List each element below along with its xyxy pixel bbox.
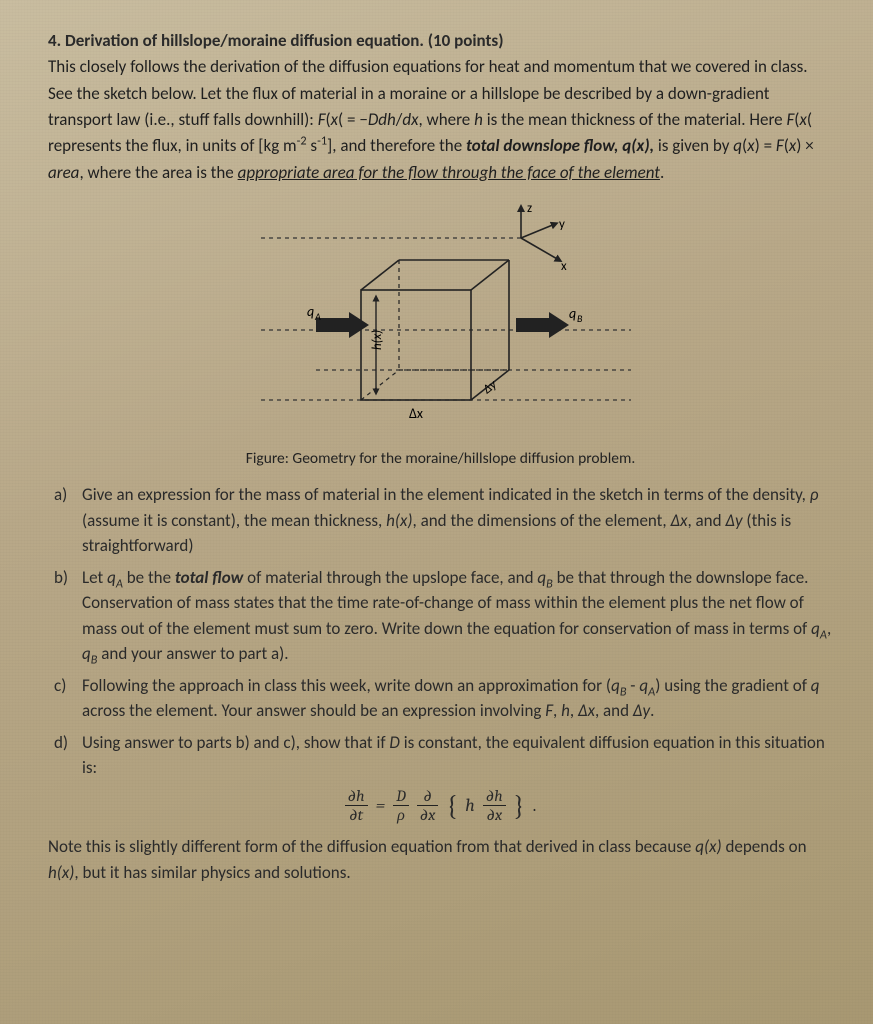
eq-period: . — [533, 795, 537, 816]
problem-number: 4. — [48, 30, 61, 51]
moraine-diagram: z y x — [221, 200, 661, 440]
svg-text:q: q — [569, 305, 576, 322]
eq-partial: ∂ — [420, 788, 435, 805]
part-a: a) Give an expression for the mass of ma… — [48, 482, 833, 559]
parts-list: a) Give an expression for the mass of ma… — [48, 482, 833, 781]
part-c-label: c) — [54, 673, 66, 699]
part-d-label: d) — [54, 730, 68, 756]
qB-arrow: q B — [516, 305, 583, 338]
axis-y-label: y — [559, 217, 565, 232]
eq-Doverrho: D ρ — [393, 788, 409, 825]
part-a-label: a) — [54, 482, 67, 508]
part-d: d) Using answer to parts b) and c), show… — [48, 730, 833, 781]
brace-left: { — [446, 792, 457, 820]
eq-lhs-num: ∂h — [345, 788, 368, 805]
part-b-label: b) — [54, 565, 68, 591]
axis-z-label: z — [527, 201, 532, 216]
diffusion-equation: ∂h ∂t = D ρ ∂ ∂x { h ∂h — [48, 787, 833, 825]
problem-heading: 4. Derivation of hillslope/moraine diffu… — [48, 28, 833, 54]
figure-container: z y x — [48, 200, 833, 468]
hx-label: h(x) — [370, 330, 385, 350]
eq-inner-h: h — [465, 795, 475, 816]
eq-lhs-den: ∂t — [346, 807, 366, 824]
figure-caption: Figure: Geometry for the moraine/hillslo… — [48, 449, 833, 468]
closing-note: Note this is slightly different form of … — [48, 834, 833, 885]
eq-inner-num: ∂h — [483, 788, 506, 805]
dx-label: Δx — [409, 405, 423, 422]
eq-equals: = — [376, 795, 386, 816]
qA-arrow: q A — [307, 303, 369, 338]
part-c: c) Following the approach in class this … — [48, 673, 833, 724]
eq-inner-den: ∂x — [483, 807, 505, 824]
problem-title: Derivation of hillslope/moraine diffusio… — [65, 30, 503, 51]
eq-lhs: ∂h ∂t — [345, 788, 368, 825]
intro-paragraph: This closely follows the derivation of t… — [48, 54, 833, 186]
eq-partialx: ∂x — [417, 807, 439, 824]
eq-rho: ρ — [394, 807, 408, 824]
eq-D: D — [393, 788, 409, 805]
brace-right: } — [514, 792, 525, 820]
eq-ddx: ∂ ∂x — [417, 788, 439, 825]
eq-inner-frac: ∂h ∂x — [483, 788, 506, 825]
svg-text:A: A — [314, 310, 321, 323]
axis-x-label: x — [561, 259, 567, 274]
svg-text:B: B — [577, 312, 583, 325]
svg-text:q: q — [307, 303, 314, 320]
part-b: b) Let qA be the total flow of material … — [48, 565, 833, 667]
